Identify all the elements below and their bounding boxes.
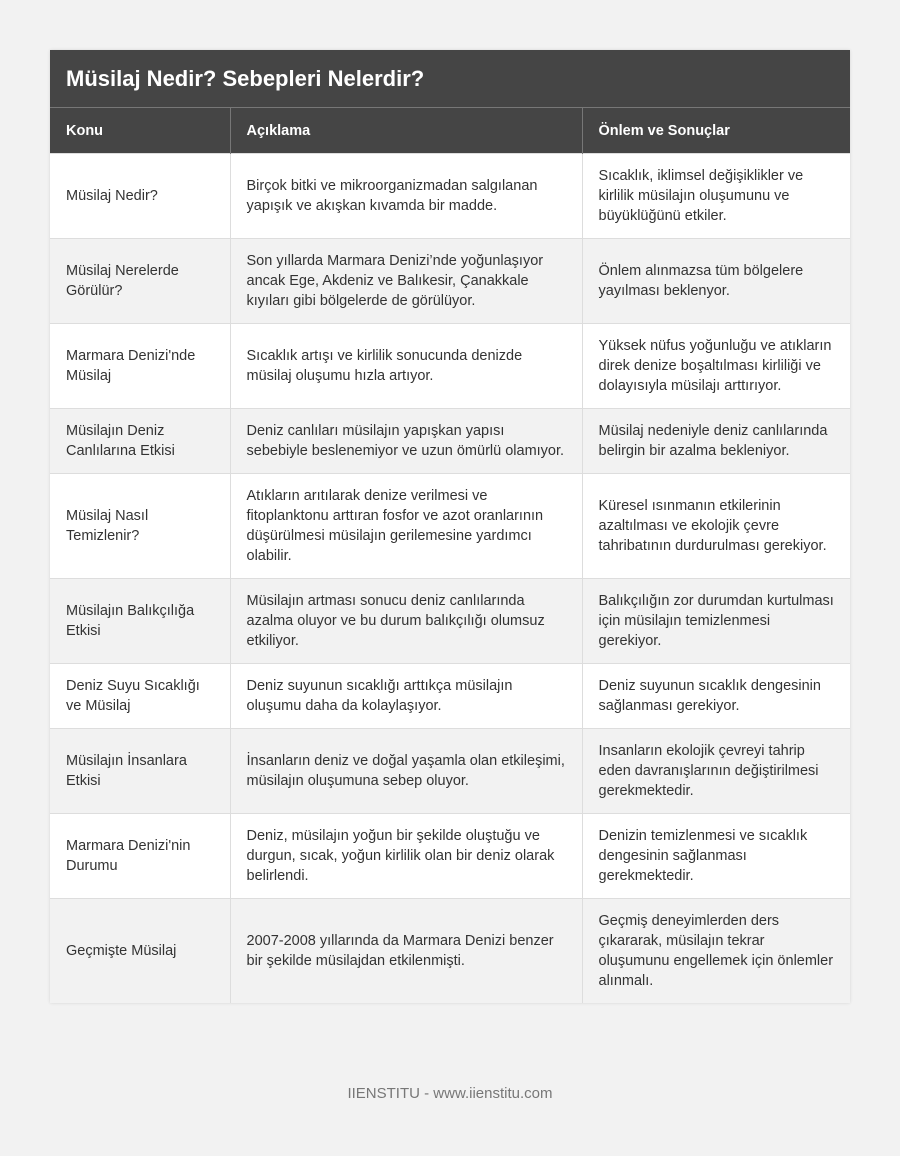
table-row: Müsilaj Nasıl Temizlenir? Atıkların arıtı… [50, 473, 850, 579]
cell-measures: Sıcaklık, iklimsel değişiklikler ve kirl… [581, 153, 850, 239]
cell-description: Son yıllarda Marmara Denizi’nde yoğunlaş… [229, 238, 582, 324]
header-row: Konu Açıklama Önlem ve Sonuçlar [50, 108, 850, 154]
cell-topic: Deniz Suyu Sıcaklığı ve Müsilaj [50, 663, 230, 729]
cell-measures: Deniz suyunun sıcaklık dengesinin sağlan… [581, 663, 850, 729]
cell-description: Deniz canlıları müsilajın yapışkan yapıs… [229, 408, 582, 474]
table-row: Müsilajın İnsanlara Etkisi İnsanların den… [50, 728, 850, 814]
table-row: Müsilaj Nerelerde Görülür? Son yıllarda M… [50, 238, 850, 324]
table-row: Deniz Suyu Sıcaklığı ve Müsilaj Deniz suy… [50, 663, 850, 729]
cell-topic: Marmara Denizi'nde Müsilaj [50, 323, 230, 409]
cell-topic: Müsilaj Nedir? [50, 153, 230, 239]
table-title: Müsilaj Nedir? Sebepleri Nelerdir? [50, 50, 850, 108]
column-header: Önlem ve Sonuçlar [581, 108, 850, 154]
cell-topic: Müsilaj Nasıl Temizlenir? [50, 473, 230, 579]
cell-measures: Küresel ısınmanın etkilerinin azaltılmas… [581, 473, 850, 579]
cell-description: İnsanların deniz ve doğal yaşamla olan e… [229, 728, 582, 814]
table-row: Geçmişte Müsilaj 2007-2008 yıllarında da … [50, 898, 850, 1003]
table-card: Müsilaj Nedir? Sebepleri Nelerdir? Konu … [50, 50, 850, 1003]
cell-topic: Müsilajın İnsanlara Etkisi [50, 728, 230, 814]
table-row: Müsilajın Balıkçılığa Etkisi Müsilajın ar… [50, 578, 850, 664]
cell-description: 2007-2008 yıllarında da Marmara Denizi b… [229, 898, 582, 1003]
cell-topic: Müsilaj Nerelerde Görülür? [50, 238, 230, 324]
cell-description: Deniz, müsilajın yoğun bir şekilde oluşt… [229, 813, 582, 899]
cell-measures: Denizin temizlenmesi ve sıcaklık dengesi… [581, 813, 850, 899]
table-row: Marmara Denizi'nin Durumu Deniz, müsilajı… [50, 813, 850, 899]
cell-measures: Geçmiş deneyimlerden ders çıkararak, müs… [581, 898, 850, 1003]
cell-topic: Geçmişte Müsilaj [50, 898, 230, 1003]
table-row: Müsilaj Nedir? Birçok bitki ve mikroorgan… [50, 153, 850, 239]
cell-description: Müsilajın artması sonucu deniz canlıları… [229, 578, 582, 664]
column-header: Açıklama [229, 108, 582, 154]
cell-measures: Önlem alınmazsa tüm bölgelere yayılması … [581, 238, 850, 324]
cell-description: Deniz suyunun sıcaklığı arttıkça müsilaj… [229, 663, 582, 729]
cell-description: Birçok bitki ve mikroorganizmadan salgıl… [229, 153, 582, 239]
cell-description: Sıcaklık artışı ve kirlilik sonucunda de… [229, 323, 582, 409]
cell-measures: Yüksek nüfus yoğunluğu ve atıkların dire… [581, 323, 850, 409]
cell-measures: Müsilaj nedeniyle deniz canlılarında bel… [581, 408, 850, 474]
table-row: Müsilajın Deniz Canlılarına Etkisi Deniz … [50, 408, 850, 474]
column-header: Konu [50, 108, 230, 154]
cell-description: Atıkların arıtılarak denize verilmesi ve… [229, 473, 582, 579]
cell-topic: Müsilajın Balıkçılığa Etkisi [50, 578, 230, 664]
cell-topic: Marmara Denizi'nin Durumu [50, 813, 230, 899]
data-table: Konu Açıklama Önlem ve Sonuçlar Müsilaj … [50, 108, 850, 1003]
table-row: Marmara Denizi'nde Müsilaj Sıcaklık artış… [50, 323, 850, 409]
cell-topic: Müsilajın Deniz Canlılarına Etkisi [50, 408, 230, 474]
cell-measures: Balıkçılığın zor durumdan kurtulması içi… [581, 578, 850, 664]
footer-credit: IIENSTITU - www.iienstitu.com [347, 1085, 553, 1102]
cell-measures: Insanların ekolojik çevreyi tahrip eden … [581, 728, 850, 814]
